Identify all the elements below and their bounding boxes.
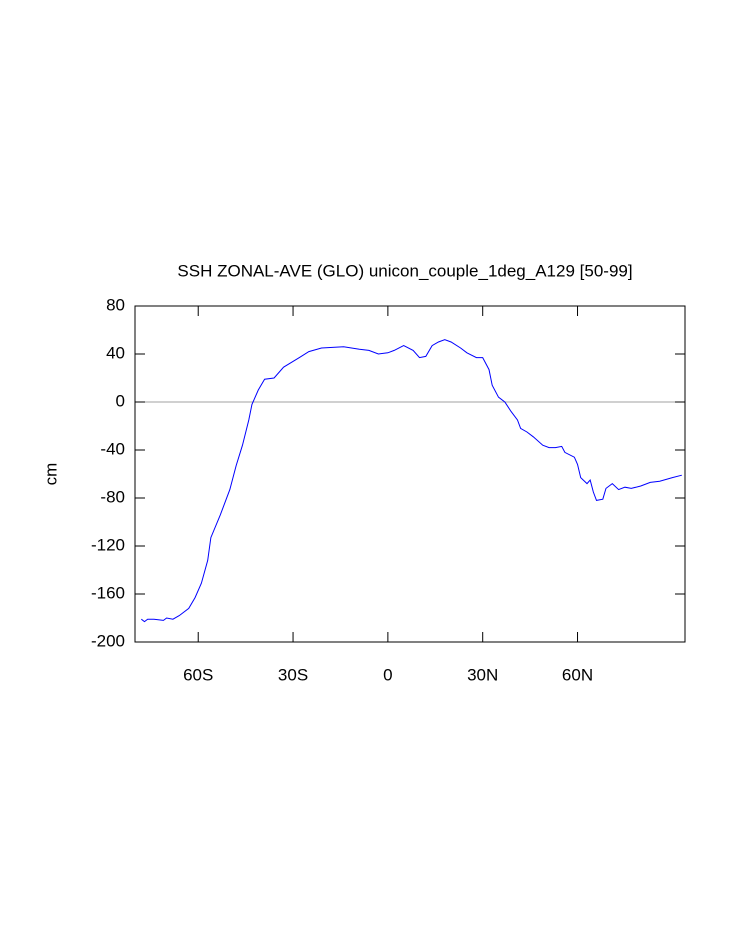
x-tick-label: 0 (383, 665, 392, 684)
x-tick-label: 60N (562, 665, 593, 684)
y-tick-label: -40 (100, 439, 125, 458)
x-tick-label: 30S (278, 665, 308, 684)
data-line (141, 339, 682, 623)
chart-title: SSH ZONAL-AVE (GLO) unicon_couple_1deg_A… (177, 261, 632, 280)
y-tick-label: 0 (116, 391, 125, 410)
y-tick-label: 40 (106, 343, 125, 362)
x-tick-label: 60S (183, 665, 213, 684)
y-tick-label: 80 (106, 295, 125, 314)
y-tick-label: -160 (91, 583, 125, 602)
y-axis-label: cm (41, 463, 60, 486)
y-tick-label: -200 (91, 631, 125, 650)
y-tick-label: -120 (91, 535, 125, 554)
x-tick-label: 30N (467, 665, 498, 684)
y-tick-label: -80 (100, 487, 125, 506)
plot-frame (134, 305, 686, 643)
